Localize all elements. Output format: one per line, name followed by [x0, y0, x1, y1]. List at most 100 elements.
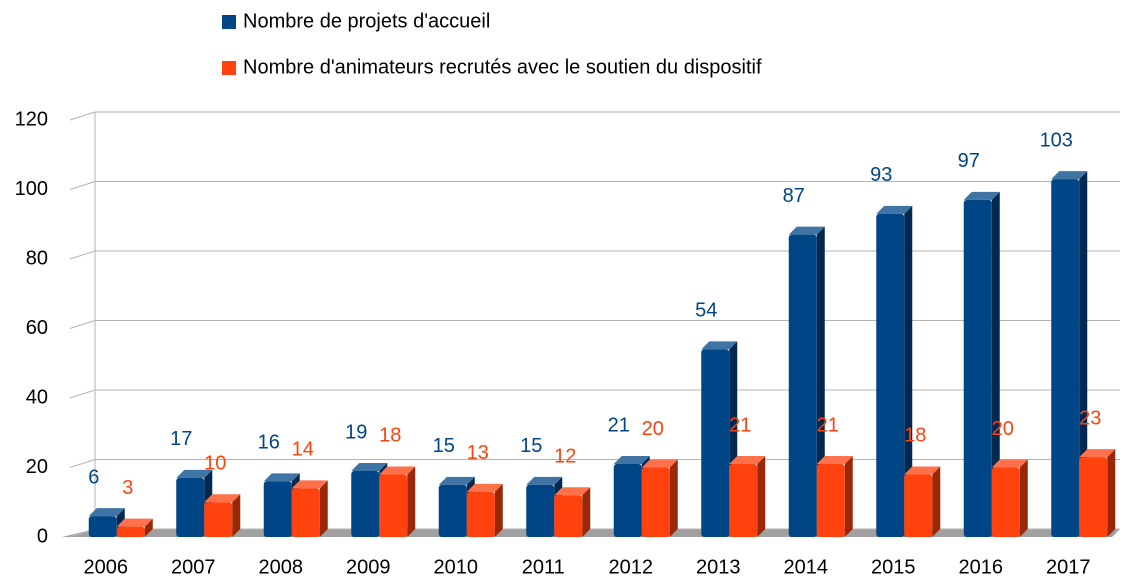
grid-line	[69, 111, 1120, 121]
bar-front	[904, 474, 933, 537]
data-label: 54	[695, 300, 717, 322]
bar-front	[526, 484, 555, 537]
y-tick-label: 60	[26, 317, 48, 339]
data-label: 19	[345, 421, 367, 443]
data-label: 20	[992, 418, 1014, 440]
bar-top	[876, 205, 913, 214]
bar	[116, 518, 153, 537]
x-tick-label: 2014	[784, 556, 829, 578]
x-tick-label: 2007	[171, 556, 216, 578]
y-tick-label: 100	[15, 178, 48, 200]
bar-top	[701, 341, 738, 350]
bar-side	[1107, 449, 1116, 537]
x-tick-label: 2015	[871, 556, 916, 578]
floor	[62, 529, 1120, 537]
data-label: 15	[433, 435, 455, 457]
bar-front	[88, 516, 117, 537]
y-tick-label: 40	[26, 386, 48, 408]
bar-front	[379, 474, 408, 537]
bar-side	[1019, 459, 1028, 537]
bar	[554, 487, 591, 537]
x-tick-label: 2009	[346, 556, 391, 578]
bar	[641, 459, 678, 537]
bar-front	[116, 526, 145, 537]
bar-top	[991, 459, 1028, 468]
bar-side	[669, 459, 678, 537]
legend-swatch	[222, 15, 236, 29]
x-tick-label: 2017	[1046, 556, 1091, 578]
bar-side	[1079, 171, 1088, 537]
bar-top	[554, 487, 591, 496]
bar-front	[876, 213, 905, 537]
data-label: 3	[122, 477, 133, 499]
bar-top	[816, 456, 853, 465]
bar-front	[963, 199, 992, 538]
bar	[876, 205, 913, 537]
y-tick-label: 0	[37, 525, 48, 547]
bar-top	[788, 226, 825, 235]
data-label: 6	[88, 466, 99, 488]
bar-front	[176, 477, 205, 537]
legend-swatch	[222, 61, 236, 75]
data-label: 17	[170, 428, 192, 450]
data-label: 13	[467, 442, 489, 464]
bar	[204, 494, 241, 537]
legend-label: Nombre de projets d'accueil	[243, 10, 490, 32]
x-tick-label: 2008	[259, 556, 304, 578]
x-tick-label: 2010	[434, 556, 479, 578]
data-label: 16	[258, 432, 280, 454]
bar-side	[407, 466, 416, 537]
bar-side	[904, 205, 913, 537]
bar	[466, 483, 503, 537]
data-label: 10	[204, 453, 226, 475]
bar	[1079, 449, 1116, 537]
bar-top	[438, 476, 475, 485]
bar-side	[844, 456, 853, 537]
data-label: 21	[608, 414, 630, 436]
data-label: 12	[554, 446, 576, 468]
data-label: 97	[958, 150, 980, 172]
bar-top	[379, 466, 416, 475]
bar-side	[757, 456, 766, 537]
bar	[963, 191, 1000, 538]
grid-line	[69, 459, 1120, 468]
data-label: 15	[520, 435, 542, 457]
bar-top	[116, 518, 153, 527]
bar-front	[816, 464, 845, 537]
bar-front	[991, 467, 1020, 537]
bar-top	[291, 480, 328, 489]
bar-front	[1051, 179, 1080, 537]
bar-top	[1051, 171, 1088, 180]
data-label: 18	[904, 425, 926, 447]
bar-front	[466, 491, 495, 537]
data-label: 21	[729, 414, 751, 436]
bar-front	[1079, 457, 1108, 537]
grid-line	[69, 250, 1120, 260]
bar-side	[991, 191, 1000, 538]
x-tick-label: 2012	[609, 556, 654, 578]
y-tick-label: 80	[26, 247, 48, 269]
x-tick-label: 2013	[696, 556, 741, 578]
bar-front	[554, 495, 583, 537]
bar-side	[144, 518, 153, 537]
legend-label: Nombre d'animateurs recrutés avec le sou…	[243, 56, 762, 78]
bar-top	[729, 456, 766, 465]
bar-top	[963, 191, 1000, 200]
bar-top	[904, 466, 941, 475]
bar	[291, 480, 328, 537]
data-label: 14	[292, 439, 314, 461]
legend: Nombre de projets d'accueil Nombre d'anim…	[222, 10, 762, 78]
bar-front	[263, 481, 292, 537]
bar-top	[263, 473, 300, 482]
bar-top	[466, 483, 503, 492]
bar-front	[641, 467, 670, 537]
y-tick-label: 20	[26, 456, 48, 478]
bar	[991, 459, 1028, 537]
bar-front	[788, 234, 817, 538]
x-tick-label: 2011	[522, 556, 565, 578]
bar-front	[204, 502, 233, 537]
data-label: 23	[1079, 407, 1101, 429]
bar-front	[613, 464, 642, 537]
